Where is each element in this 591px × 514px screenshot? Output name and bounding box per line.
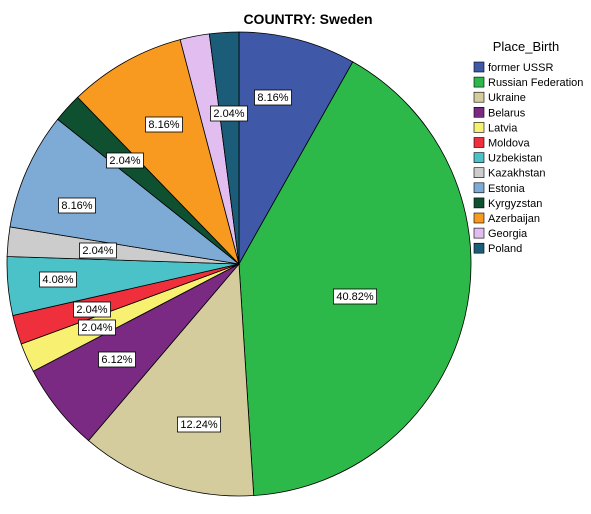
legend-swatch [473,107,485,118]
legend-label: Uzbekistan [488,153,542,165]
legend-swatch [473,182,485,194]
data-label-text: 2.04% [81,322,112,334]
data-label-box [176,416,221,433]
data-label-box [106,152,144,169]
data-label-text: 2.04% [82,245,113,257]
data-label-russian-federation: 40.82% [332,288,377,305]
data-label-azerbaijan: 8.16% [145,116,183,133]
legend-swatch [473,152,485,163]
legend-item-ukraine: Ukraine [473,91,526,104]
data-label-latvia: 2.04% [78,319,116,336]
legend-swatch [473,227,485,239]
data-label-georgia: 2.04% [210,105,248,122]
data-label-kyrgyzstan: 2.04% [106,152,144,169]
legend-item-azerbaijan: Azerbaijan [473,212,540,225]
data-label-box [79,242,117,259]
legend-item-kazakhstan: Kazakhstan [473,167,545,180]
data-label-text: 8.16% [61,200,92,212]
data-label-text: 8.16% [148,119,179,131]
legend-label: Estonia [488,183,526,195]
legend-swatch [473,122,485,133]
legend-item-poland: Poland [473,242,522,255]
chart-title: COUNTRY: Sweden [243,11,372,27]
pie-slice-poland [208,31,240,265]
legend-label: Russian Federation [488,77,583,89]
legend-label: former USSR [488,62,553,74]
legend-item-kyrgyzstan: Kyrgyzstan [473,197,542,210]
legend-label: Poland [488,243,522,255]
data-label-box [254,89,292,106]
legend: Place_Birth former USSR Russian Federatio… [473,39,583,255]
pie-slices [6,31,472,497]
data-label-text: 2.04% [76,304,107,316]
data-label-box [58,197,96,214]
legend-label: Kyrgyzstan [488,198,542,210]
legend-swatch [473,167,485,178]
data-label-box [98,351,136,368]
legend-item-russian-federation: Russian Federation [473,76,583,89]
pie-slice-azerbaijan [77,39,240,266]
data-label-box [145,116,183,133]
legend-swatch [473,76,485,88]
pie-slice-ukraine [87,262,255,497]
pie-slice-estonia [9,118,241,265]
data-label-box [332,288,377,305]
legend-label: Azerbaijan [488,213,540,225]
data-label-box [73,301,111,318]
legend-title: Place_Birth [493,39,559,54]
data-label-text: 8.16% [257,92,288,104]
legend-swatch [473,197,485,209]
legend-swatch [473,137,485,148]
legend-label: Kazakhstan [488,168,545,180]
data-label-kazakhstan: 2.04% [79,242,117,259]
data-label-moldova: 2.04% [73,301,111,318]
legend-label: Ukraine [488,92,526,104]
data-label-estonia: 8.16% [58,197,96,214]
data-label-text: 40.82% [336,291,374,303]
legend-label: Moldova [488,138,530,150]
legend-item-uzbekistan: Uzbekistan [473,152,542,165]
legend-item-georgia: Georgia [473,227,528,240]
data-label-text: 12.24% [180,419,218,431]
data-label-text: 2.04% [109,155,140,167]
data-label-text: 2.04% [213,108,244,120]
legend-swatch [473,212,485,224]
data-label-ukraine: 12.24% [176,416,221,433]
legend-item-moldova: Moldova [473,137,530,150]
legend-label: Latvia [488,122,518,134]
data-label-former-ussr: 8.16% [254,89,292,106]
data-label-uzbekistan: 4.08% [39,271,77,288]
legend-item-estonia: Estonia [473,182,526,195]
data-label-box [78,319,116,336]
pie-slice-russian-federation [238,61,472,496]
data-label-belarus: 6.12% [98,351,136,368]
legend-label: Georgia [488,228,528,240]
legend-item-latvia: Latvia [473,122,518,134]
legend-item-former-ussr: former USSR [473,61,553,74]
pie-data-labels: 8.16% 40.82% 12.24% 6.12% 2.04% 2.04% 4.08% 2.0… [39,89,377,433]
data-label-box [210,105,248,122]
legend-swatch [473,242,485,254]
legend-swatch [473,91,485,103]
legend-item-belarus: Belarus [473,107,526,119]
legend-label: Belarus [488,107,526,119]
legend-swatch [473,61,485,73]
data-label-box [39,271,77,288]
data-label-text: 4.08% [42,274,73,286]
data-label-text: 6.12% [101,354,132,366]
